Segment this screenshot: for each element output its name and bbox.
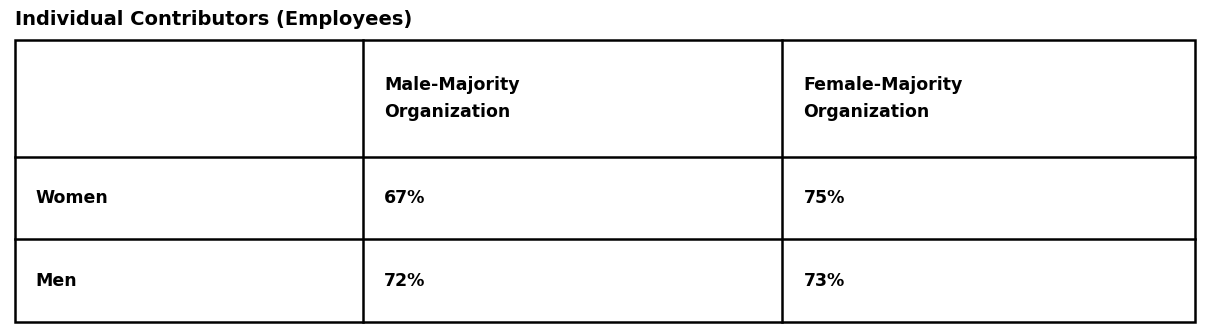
Bar [15, 40, 1195, 322]
Text: 73%: 73% [803, 272, 845, 290]
Text: Male-Majority
Organization: Male-Majority Organization [384, 76, 520, 121]
Text: 75%: 75% [803, 189, 845, 207]
Text: Individual Contributors (Employees): Individual Contributors (Employees) [15, 10, 411, 29]
Text: Women: Women [36, 189, 109, 207]
Text: Female-Majority
Organization: Female-Majority Organization [803, 76, 963, 121]
Text: 72%: 72% [384, 272, 426, 290]
Text: Men: Men [36, 272, 77, 290]
Text: 67%: 67% [384, 189, 426, 207]
